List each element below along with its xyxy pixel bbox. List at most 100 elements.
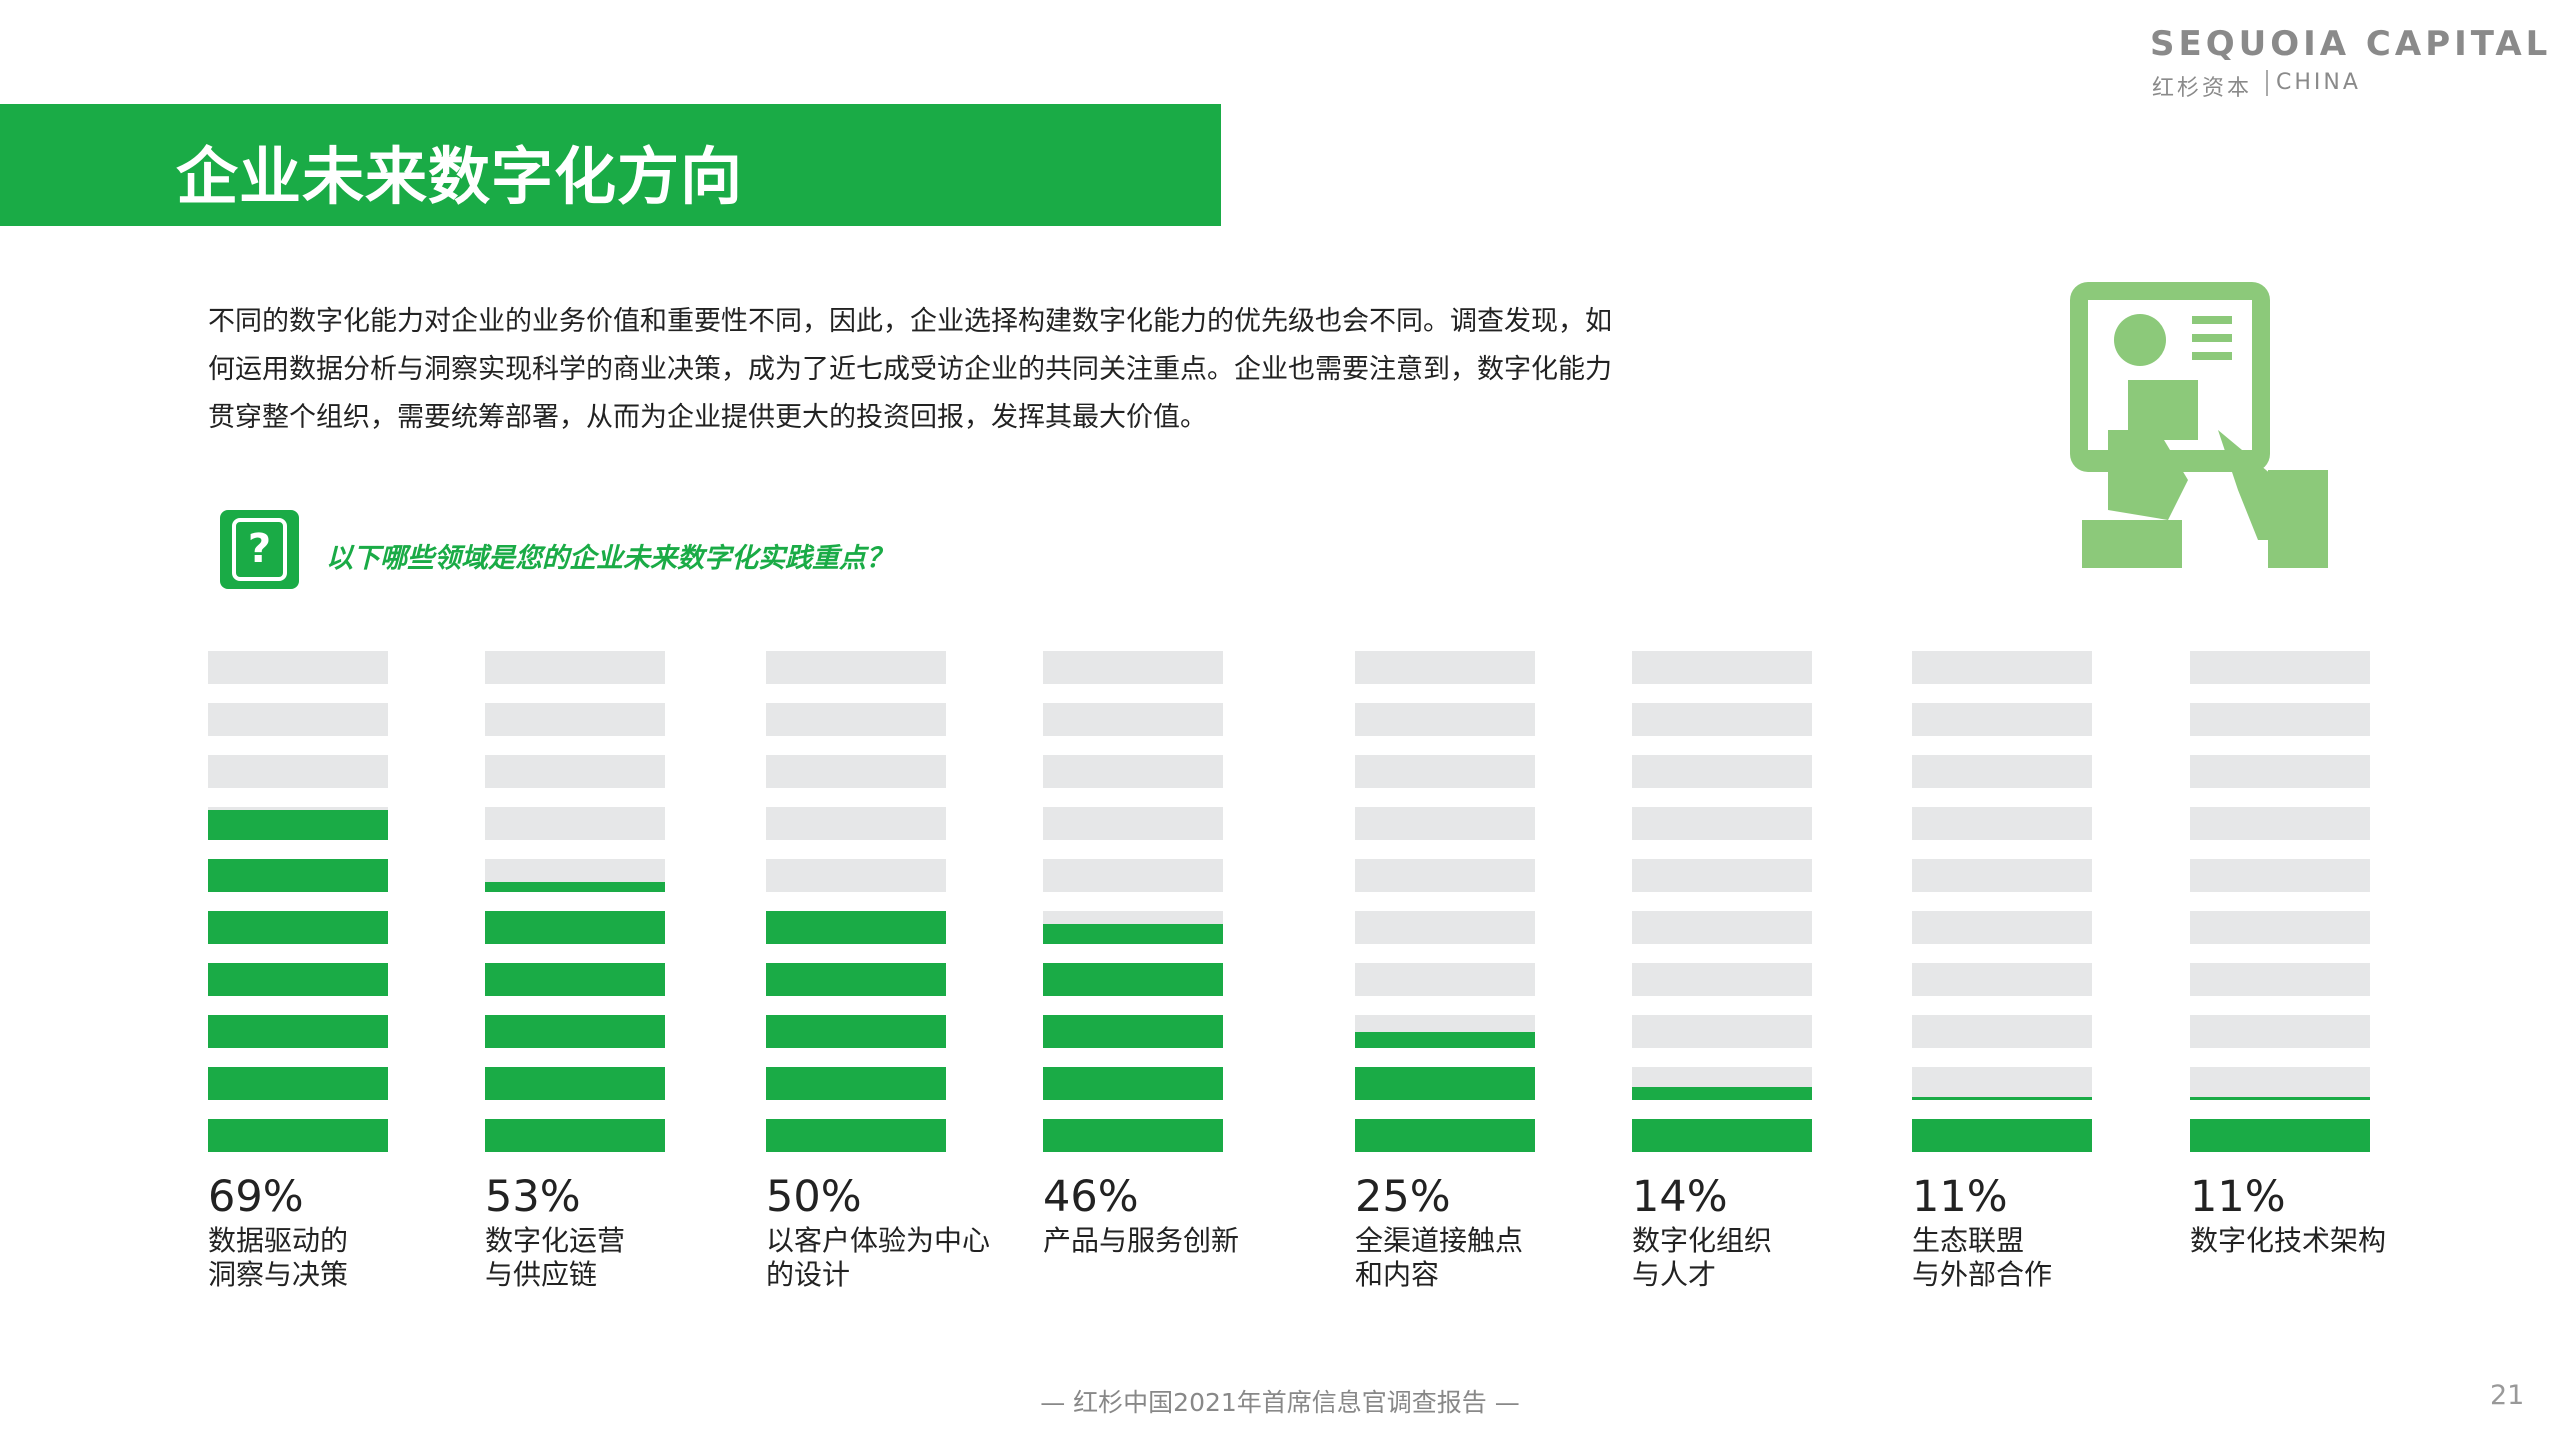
segment-bg [485,755,665,788]
logo: SEQUOIA CAPITAL [2150,24,2552,64]
segment-bg [1355,859,1535,892]
bar-segment [1632,1119,1812,1152]
value-label: 53% [485,1172,581,1222]
bar-segment [2190,1119,2370,1152]
category-label: 以客户体验为中心 的设计 [766,1224,991,1291]
category-label: 产品与服务创新 [1043,1224,1240,1257]
segment-bg [2190,1015,2370,1048]
intro-text: 不同的数字化能力对企业的业务价值和重要性不同，因此，企业选择构建数字化能力的优先… [208,306,1612,433]
bar-segment [766,1119,946,1152]
value-label: 25% [1355,1172,1451,1222]
bar-segment [766,963,946,996]
segment-bg [1355,703,1535,736]
title-bar [0,104,1221,226]
segment-bg [2190,963,2370,996]
bar-segment [208,963,388,996]
segment-bg [1912,651,2092,684]
value-label: 14% [1632,1172,1728,1222]
bar-segment [1632,1086,1812,1100]
segment-bg [1043,807,1223,840]
title: 企业未来数字化方向 [176,140,744,213]
svg-text:?: ? [248,526,271,572]
question-icon: ? [220,510,299,589]
segment-bg [766,859,946,892]
page-number: 21 [2490,1380,2525,1411]
value-label: 11% [1912,1172,2008,1222]
segment-bg [1912,755,2092,788]
segment-bg [1632,911,1812,944]
bar-segment [485,1015,665,1048]
bar-segment [1043,963,1223,996]
bar-segment [1355,1067,1535,1100]
segment-bg [1632,1015,1812,1048]
segment-bg [1355,911,1535,944]
value-label: 50% [766,1172,862,1222]
segment-bg [1355,807,1535,840]
segment-bg [1043,703,1223,736]
bar-segment [766,911,946,944]
bar-segment [1043,1067,1223,1100]
category-label: 数据驱动的 洞察与决策 [208,1224,349,1291]
segment-bg [1632,651,1812,684]
segment-bg [208,703,388,736]
category-label: 数字化组织 与人才 [1632,1224,1773,1291]
bar-segment [485,1119,665,1152]
segment-bg [766,755,946,788]
bar-segment [1912,1119,2092,1152]
bar-segment [208,1119,388,1152]
segment-bg [1912,859,2092,892]
bar-segment [485,882,665,892]
segment-bg [1912,703,2092,736]
bar-segment [1355,1119,1535,1152]
question: 以下哪些领域是您的企业未来数字化实践重点？ [326,543,893,574]
segment-bg [1632,807,1812,840]
segment-bg [1355,755,1535,788]
segment-bg [1632,755,1812,788]
segment-bg [766,651,946,684]
segment-bg [485,807,665,840]
segment-bg [1355,651,1535,684]
segment-bg [485,703,665,736]
segment-bg [1912,807,2092,840]
segment-bg [1355,963,1535,996]
bar-segment [1043,1119,1223,1152]
value-label: 46% [1043,1172,1139,1222]
bar-segment [208,859,388,892]
category-label: 全渠道接触点 和内容 [1355,1224,1524,1291]
segment-bg [2190,807,2370,840]
segment-bg [766,807,946,840]
value-label: 69% [208,1172,304,1222]
segment-bg [1912,1015,2092,1048]
bar-segment [208,911,388,944]
segment-bg [1043,859,1223,892]
footer: — 红杉中国2021年首席信息官调查报告 — [1040,1388,1520,1417]
bar-segment [208,1067,388,1100]
bar-segment [485,1067,665,1100]
segment-bg [2190,651,2370,684]
logo-separator [2266,70,2268,96]
bar-segment [485,911,665,944]
segment-bg [1632,963,1812,996]
bar-segment [2190,1096,2370,1100]
bar-segment [1043,924,1223,944]
bar-segment [766,1067,946,1100]
bar-segment [208,810,388,840]
segment-bg [1912,963,2092,996]
tablet-illustration [2070,282,2328,568]
category-label: 数字化运营 与供应链 [485,1224,626,1291]
bar-segment [485,963,665,996]
bar-segment [1043,1015,1223,1048]
segment-bg [1912,1067,2092,1100]
segment-bg [1632,859,1812,892]
segment-bg [2190,1067,2370,1100]
segment-bg [1043,755,1223,788]
segment-bg [2190,859,2370,892]
category-label: 生态联盟 与外部合作 [1912,1224,2053,1291]
segment-bg [1912,911,2092,944]
bar-segment [1355,1031,1535,1048]
bar-segment [1912,1096,2092,1100]
segment-bg [208,651,388,684]
bar-segment [208,1015,388,1048]
